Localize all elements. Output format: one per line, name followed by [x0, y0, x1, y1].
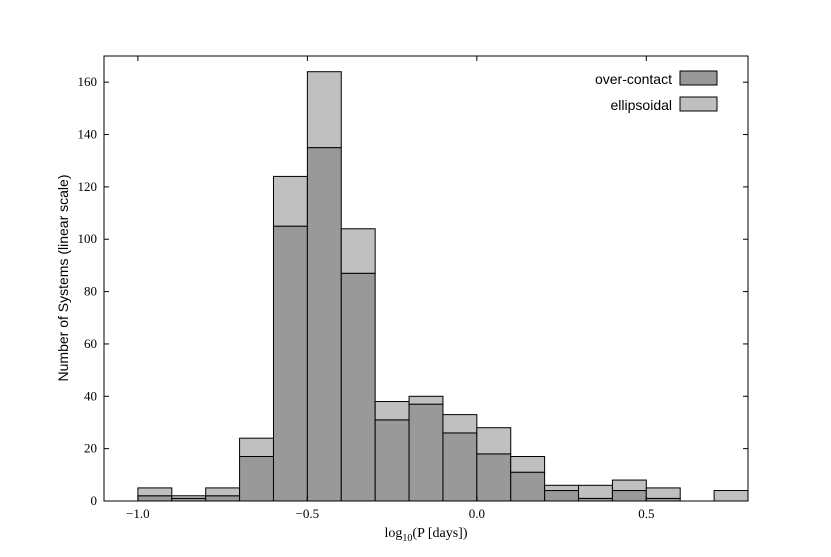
bar-ellipsoidal-8 — [408, 395, 444, 405]
legend-swatch-over-contact — [679, 70, 718, 86]
bar-over-contact-8 — [408, 403, 444, 502]
legend-swatch-ellipsoidal — [679, 96, 718, 112]
legend-label-ellipsoidal: ellipsoidal — [611, 97, 672, 113]
bar-ellipsoidal-17 — [713, 490, 749, 502]
x-tick-label: 0.0 — [469, 506, 485, 521]
bar-over-contact-6 — [340, 272, 376, 502]
y-tick-label: 120 — [78, 179, 98, 194]
bar-ellipsoidal-12 — [544, 484, 580, 492]
bar-ellipsoidal-9 — [442, 414, 478, 434]
y-tick-label: 0 — [91, 493, 98, 508]
bar-over-contact-14 — [611, 490, 647, 502]
bar-ellipsoidal-0 — [137, 487, 173, 497]
bar-ellipsoidal-15 — [645, 487, 681, 499]
x-tick-label: −1.0 — [126, 506, 150, 521]
x-tick-label: 0.5 — [638, 506, 654, 521]
ticks-layer: 0 20 40 60 80 100 120 140 160 −1.0 −0.5 0.0 0.5 — [78, 56, 748, 521]
bar-ellipsoidal-14 — [611, 479, 647, 492]
y-tick-label: 20 — [84, 441, 97, 456]
bar-ellipsoidal-1 — [171, 495, 207, 499]
y-tick-label: 60 — [84, 336, 97, 351]
bar-ellipsoidal-2 — [205, 487, 241, 497]
y-axis-label: Number of Systems (linear scale) — [55, 175, 71, 382]
bars-layer — [137, 71, 749, 502]
bar-over-contact-5 — [306, 147, 342, 502]
legend-label-over-contact: over-contact — [595, 71, 672, 87]
bar-ellipsoidal-13 — [578, 484, 613, 499]
bar-ellipsoidal-7 — [374, 401, 410, 421]
bar-over-contact-11 — [510, 471, 546, 502]
bar-over-contact-3 — [239, 456, 274, 502]
y-tick-label: 160 — [78, 74, 98, 89]
bar-ellipsoidal-3 — [239, 437, 274, 458]
y-tick-label: 100 — [78, 231, 98, 246]
bar-over-contact-0 — [137, 495, 173, 502]
x-tick-label: −0.5 — [296, 506, 320, 521]
bar-over-contact-4 — [272, 225, 308, 502]
bar-ellipsoidal-6 — [340, 228, 376, 274]
y-tick-label: 80 — [84, 284, 97, 299]
bar-over-contact-10 — [476, 453, 512, 502]
y-tick-label: 40 — [84, 388, 97, 403]
bar-ellipsoidal-11 — [510, 456, 546, 473]
bar-over-contact-12 — [544, 490, 580, 502]
bar-ellipsoidal-4 — [272, 175, 308, 227]
bar-over-contact-7 — [374, 419, 410, 502]
legend: over-contact ellipsoidal — [595, 70, 718, 113]
y-tick-label: 140 — [78, 127, 98, 142]
bar-over-contact-9 — [442, 432, 478, 502]
plot-frame — [103, 55, 749, 502]
bar-ellipsoidal-10 — [476, 427, 512, 455]
bar-ellipsoidal-5 — [306, 71, 342, 149]
x-axis-label: log10(P [days]) — [385, 526, 468, 544]
bar-over-contact-2 — [205, 495, 241, 502]
